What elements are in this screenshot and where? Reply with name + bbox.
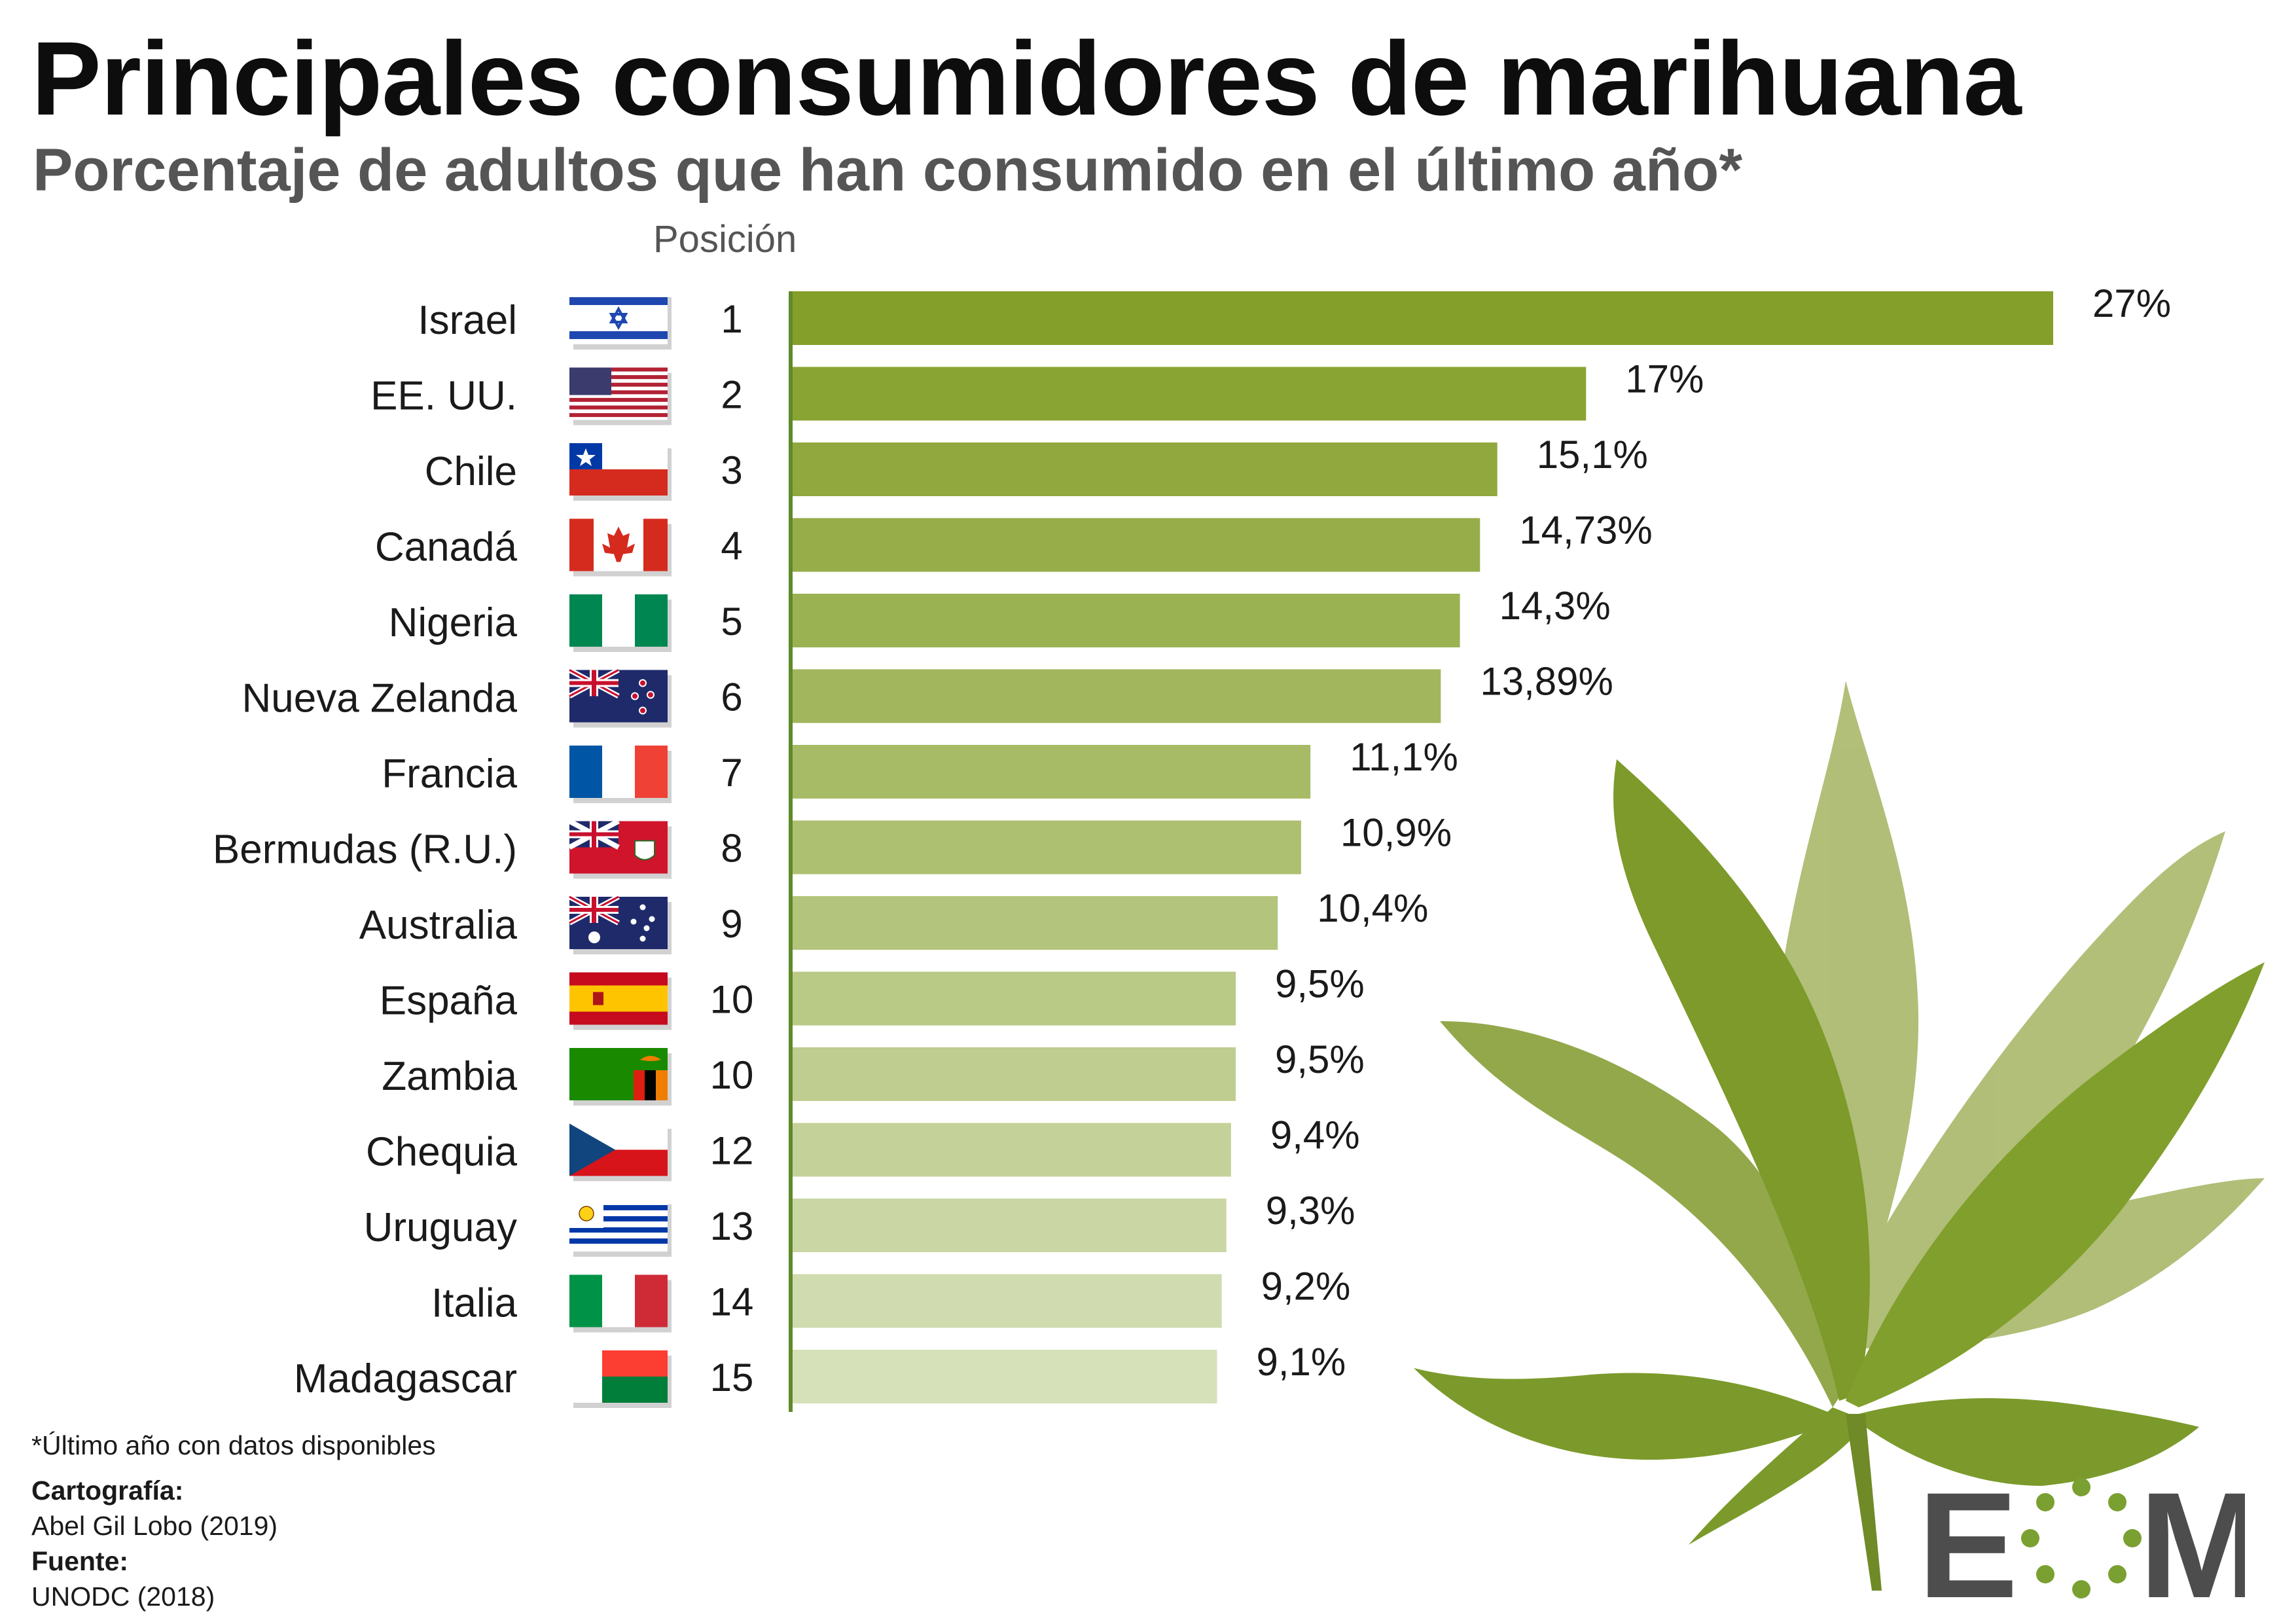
position-label: 1 [721,297,742,341]
bar [792,1047,1236,1101]
value-label: 9,2% [1261,1265,1351,1308]
country-label: Francia [382,751,517,797]
bar [792,1274,1222,1328]
france-flag [569,746,672,803]
country-label: Zambia [382,1054,517,1099]
logo-letter-e: E [1918,1466,2018,1610]
uruguay-flag [569,1199,672,1257]
value-label: 13,89% [1480,660,1613,704]
leaf-front-layer [1414,759,2265,1591]
australia-flag [568,894,672,954]
source-value: UNODC (2018) [31,1581,215,1612]
cannabis-leaf-icon [1414,681,2265,1591]
madagascar-flag [569,1350,672,1408]
value-label: 11,1% [1350,735,1458,779]
value-label: 10,9% [1340,811,1452,855]
country-label: Nigeria [389,600,518,645]
country-label: Uruguay [364,1205,517,1250]
position-label: 6 [721,676,742,719]
bar [792,669,1441,723]
country-label: Canadá [375,525,518,570]
bar [792,820,1301,875]
position-label: 10 [710,978,754,1022]
bar [792,971,1236,1026]
position-label: 2 [721,373,742,417]
position-label: 15 [710,1356,754,1399]
country-label: Israel [418,298,517,343]
value-label: 9,3% [1266,1189,1355,1233]
bar [792,1350,1217,1403]
country-label: EE. UU. [370,374,517,419]
value-label: 9,1% [1256,1340,1346,1384]
bar [792,291,2053,345]
usa-flag [569,367,672,425]
country-label: España [380,979,518,1024]
cartography-value: Abel Gil Lobo (2019) [31,1511,278,1541]
eom-logo: E M [1918,1466,2245,1610]
israel-flag [569,292,672,350]
bar [792,896,1278,950]
position-label: 4 [721,524,742,568]
bar [792,1199,1227,1252]
footnote: *Último año con datos disponibles [31,1430,436,1460]
value-label: 10,4% [1317,886,1428,930]
country-label: Madagascar [294,1356,517,1401]
value-label: 9,5% [1275,1038,1365,1081]
chart-title: Principales consumidores de marihuana [31,20,2022,137]
position-label: 14 [710,1280,754,1324]
bar [792,594,1460,647]
country-label: Chile [425,449,517,494]
value-label: 15,1% [1537,433,1648,477]
chart-rows: Israel 1 27% EE. UU. 2 17% Chile 3 15,1% Canadá 4 1… [213,281,2171,1408]
nigeria-flag [569,594,672,652]
bar-chart: Israel 1 27% EE. UU. 2 17% Chile 3 15,1% Canadá 4 1… [213,281,2171,1412]
country-label: Nueva Zelanda [242,676,518,721]
source-label: Fuente: [31,1546,129,1576]
value-label: 9,4% [1270,1113,1360,1157]
bar [792,518,1480,572]
value-label: 27% [2092,281,2171,325]
zambia-flag [569,1048,672,1106]
new-zealand-flag [568,667,672,728]
czechia-flag [569,1123,672,1182]
logo-ring-icon [2021,1478,2142,1598]
position-label: 3 [721,448,742,492]
bermuda-flag [568,818,672,879]
position-label: 7 [721,751,742,795]
bar [792,442,1498,496]
position-label: 13 [710,1204,754,1248]
credits: Cartografía: Abel Gil Lobo (2019) Fuente… [31,1473,278,1614]
value-label: 9,5% [1275,962,1365,1006]
bar [792,1123,1231,1177]
logo-letter-m: M [2139,1466,2245,1610]
bar [792,745,1311,799]
position-label: 8 [721,827,742,871]
country-label: Australia [359,903,518,948]
value-label: 17% [1625,357,1704,401]
position-label: 12 [710,1129,754,1173]
value-label: 14,3% [1499,584,1611,628]
country-label: Italia [431,1281,517,1326]
position-label: 10 [710,1053,754,1097]
italy-flag [569,1274,672,1333]
position-label: 9 [721,902,742,946]
country-label: Bermudas (R.U.) [213,827,517,873]
value-label: 14,73% [1519,509,1653,552]
canada-flag [569,518,672,577]
chile-flag [569,443,672,501]
cartography-label: Cartografía: [31,1475,184,1506]
position-label: 5 [721,600,742,643]
position-header: Posición [653,218,797,261]
country-label: Chequia [366,1130,517,1175]
chart-subtitle: Porcentaje de adultos que han consumido … [33,137,1743,204]
bar [792,367,1587,421]
spain-flag [569,972,672,1030]
